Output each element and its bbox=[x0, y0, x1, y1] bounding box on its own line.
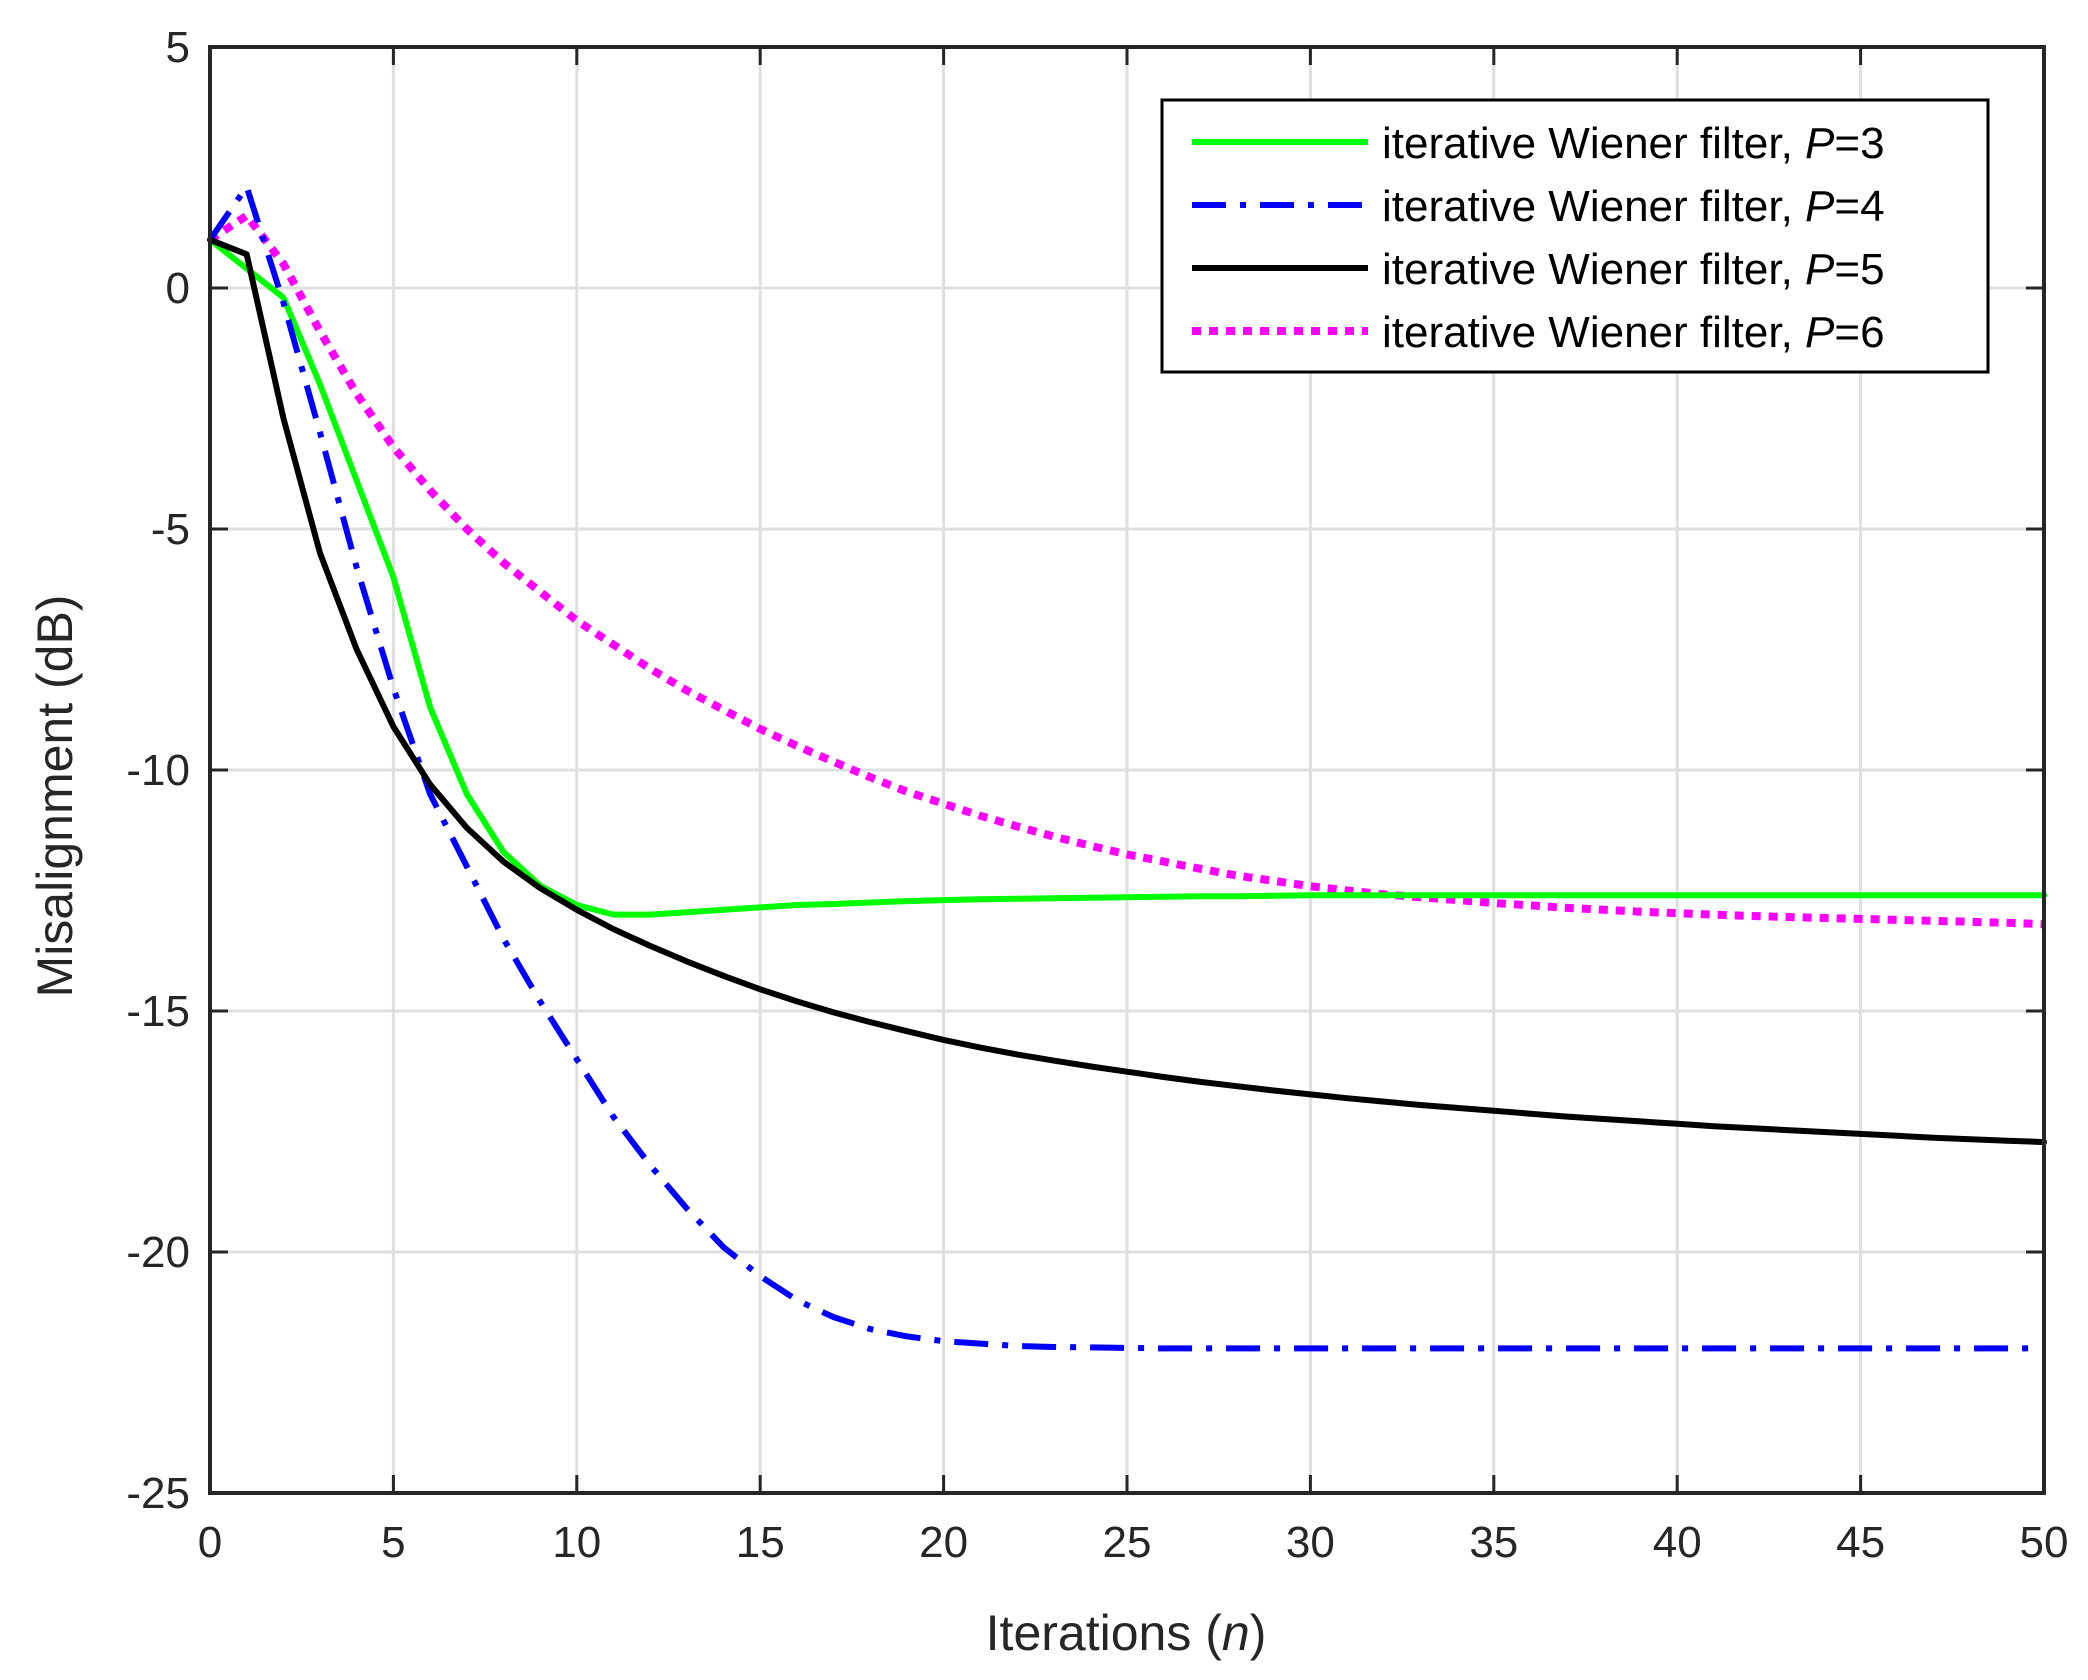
legend-label: iterative Wiener filter, P=6 bbox=[1382, 308, 1885, 357]
y-axis-label: Misalignment (dB) bbox=[27, 595, 83, 998]
series-line-p3 bbox=[207, 236, 2047, 918]
y-tick-label: -20 bbox=[126, 1228, 190, 1277]
x-tick-label: 40 bbox=[1653, 1518, 1702, 1567]
x-axis-label: Iterations (n) bbox=[986, 1605, 1267, 1661]
legend-label: iterative Wiener filter, P=3 bbox=[1382, 119, 1885, 168]
x-tick-labels: 0 5 10 15 20 25 30 35 40 45 50 bbox=[198, 1518, 2069, 1567]
x-tick-label: 50 bbox=[2020, 1518, 2069, 1567]
x-tick-label: 20 bbox=[919, 1518, 968, 1567]
legend-label: iterative Wiener filter, P=4 bbox=[1382, 182, 1885, 231]
x-tick-label: 5 bbox=[381, 1518, 405, 1567]
x-tick-label: 45 bbox=[1836, 1518, 1885, 1567]
x-axis-label-variable: n bbox=[1222, 1605, 1250, 1661]
x-tick-label: 25 bbox=[1103, 1518, 1152, 1567]
series-line-p6 bbox=[207, 211, 2045, 929]
legend: iterative Wiener filter, P=3 iterative Wi… bbox=[1160, 98, 1990, 374]
legend-label: iterative Wiener filter, P=5 bbox=[1382, 245, 1885, 294]
y-tick-labels: 5 0 -5 -10 -15 -20 -25 bbox=[126, 23, 190, 1518]
y-tick-label: 0 bbox=[166, 264, 190, 313]
series-line-p4 bbox=[207, 183, 2044, 1352]
y-tick-label: -5 bbox=[151, 505, 190, 554]
y-tick-label: 5 bbox=[166, 23, 190, 72]
x-tick-label: 35 bbox=[1469, 1518, 1518, 1567]
x-tick-label: 15 bbox=[736, 1518, 785, 1567]
x-axis-label-tail: ) bbox=[1250, 1605, 1267, 1661]
axis-ticks bbox=[208, 45, 2046, 1495]
x-axis-label-main: Iterations ( bbox=[986, 1605, 1223, 1661]
y-tick-label: -15 bbox=[126, 987, 190, 1036]
legend-entries: iterative Wiener filter, P=3 iterative Wi… bbox=[1192, 119, 1885, 357]
x-tick-label: 30 bbox=[1286, 1518, 1335, 1567]
series-lines bbox=[207, 183, 2047, 1352]
series-line-p5 bbox=[207, 236, 2047, 1146]
y-tick-label: -10 bbox=[126, 746, 190, 795]
y-tick-label: -25 bbox=[126, 1469, 190, 1518]
x-tick-label: 0 bbox=[198, 1518, 222, 1567]
x-tick-label: 10 bbox=[552, 1518, 601, 1567]
legend-box bbox=[1160, 98, 1990, 374]
